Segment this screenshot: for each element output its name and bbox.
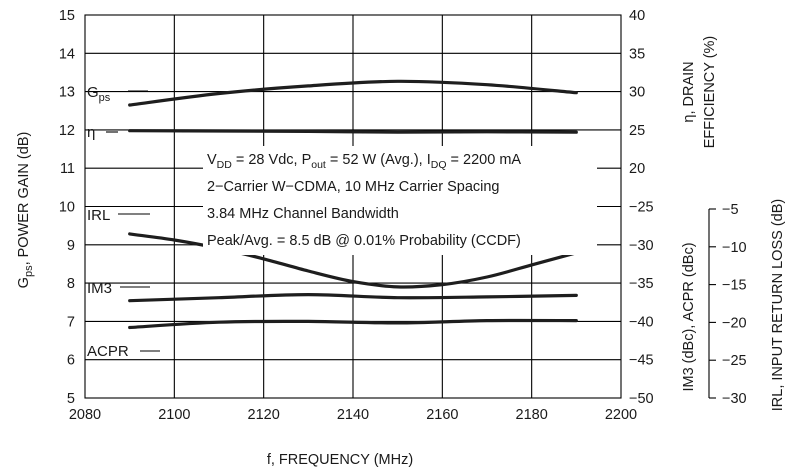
left-tick-label: 10 (59, 200, 75, 216)
annotation-line-4: Peak/Avg. = 8.5 dB @ 0.01% Probability (… (207, 233, 521, 249)
right-axis-2-tick-label: −50 (629, 391, 654, 407)
right-axis-1-tick-label: 40 (629, 8, 645, 24)
ticks: 2080 2100 2120 2140 2160 2180 2200 5 6 7 8 9 10 11 12 1… (59, 8, 747, 423)
right-axis-1-title-line2: EFFICIENCY (%) (702, 36, 718, 149)
right-axis-3-tick-label: −25 (722, 353, 747, 369)
right-axis-2-title: IM3 (dBc), ACPR (dBc) (681, 242, 697, 391)
left-tick-label: 7 (67, 314, 75, 330)
left-tick-label: 8 (67, 276, 75, 292)
left-tick-label: 11 (60, 161, 75, 177)
annotation-v-sub: DD (217, 159, 233, 171)
right-axis-3-tick-label: −5 (722, 202, 739, 218)
series-acpr-line (128, 318, 578, 330)
series-im3-line (128, 293, 578, 303)
x-tick-label: 2100 (158, 407, 190, 423)
right-axis-3-tick-label: −10 (722, 240, 747, 256)
x-tick-label: 2140 (337, 407, 369, 423)
series-gps-line (128, 79, 578, 107)
left-tick-label: 15 (59, 8, 75, 24)
right-axis-3-tick-label: −20 (722, 315, 747, 331)
right-axis-3-tick-label: −15 (722, 278, 747, 294)
left-tick-label: 5 (67, 391, 75, 407)
series-label-im3: IM3 (87, 280, 112, 297)
x-tick-label: 2200 (605, 407, 637, 423)
left-tick-label: 6 (67, 353, 75, 369)
right-axis-3-title: IRL, INPUT RETURN LOSS (dB) (770, 199, 786, 411)
left-tick-label: 14 (59, 46, 75, 62)
right-axis-2-tick-label: −30 (629, 238, 654, 254)
series-label-irl: IRL (87, 207, 110, 224)
annotation-a-sub: out (311, 159, 326, 171)
x-tick-label: 2180 (516, 407, 548, 423)
annotation-line-1: VDD = 28 Vdc, Pout = 52 W (Avg.), IDQ = … (207, 152, 521, 171)
right-axis-1-tick-label: 20 (629, 161, 645, 177)
right-axis-2-tick-label: −25 (629, 200, 654, 216)
x-tick-label: 2120 (248, 407, 280, 423)
left-axis-title-rest: , POWER GAIN (dB) (16, 132, 32, 266)
left-tick-label: 12 (59, 123, 75, 139)
x-axis-title: f, FREQUENCY (MHz) (267, 452, 413, 468)
annotation-background (203, 146, 597, 255)
x-tick-label: 2080 (69, 407, 101, 423)
right-axis-2-tick-label: −40 (629, 314, 654, 330)
left-axis-title-main: G (16, 277, 32, 288)
right-axis-1-title-line1: η, DRAIN (681, 61, 697, 122)
series-eta-line (128, 129, 578, 134)
x-tick-label: 2160 (426, 407, 458, 423)
series-label-gps: Gps (87, 84, 111, 104)
right-axis-1-tick-label: 30 (629, 85, 645, 101)
right-axis-1-tick-label: 25 (629, 123, 645, 139)
annotation-b-sub: DQ (431, 159, 447, 171)
right-axis-3-tick-label: −30 (722, 391, 747, 407)
annotation-line-2: 2−Carrier W−CDMA, 10 MHz Carrier Spacing (207, 179, 500, 195)
left-axis-title: Gps, POWER GAIN (dB) (16, 132, 35, 289)
series-label-gps-sub: ps (99, 92, 111, 104)
series-label-acpr: ACPR (87, 343, 129, 360)
series-label-gps-main: G (87, 84, 99, 101)
left-axis-title-sub: ps (23, 265, 35, 277)
right-axis-1-tick-label: 35 (629, 46, 645, 62)
annotation-a: = 28 Vdc, P (232, 152, 311, 168)
left-tick-label: 9 (67, 238, 75, 254)
annotation-v: V (207, 152, 217, 168)
right-axis-2-tick-label: −35 (629, 276, 654, 292)
right-axis-2-tick-label: −45 (629, 353, 654, 369)
labels: f, FREQUENCY (MHz) Gps, POWER GAIN (dB) … (16, 36, 786, 468)
annotation-c: = 2200 mA (447, 152, 522, 168)
annotation-line-3: 3.84 MHz Channel Bandwidth (207, 206, 399, 222)
annotation-b: = 52 W (Avg.), I (326, 152, 431, 168)
left-tick-label: 13 (59, 85, 75, 101)
series-label-eta: η (87, 124, 95, 141)
